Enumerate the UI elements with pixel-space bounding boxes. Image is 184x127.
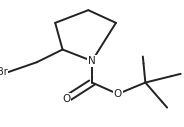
Text: O: O [114,89,122,99]
Text: Br: Br [0,67,7,77]
Text: O: O [62,94,70,104]
Text: N: N [88,56,96,66]
